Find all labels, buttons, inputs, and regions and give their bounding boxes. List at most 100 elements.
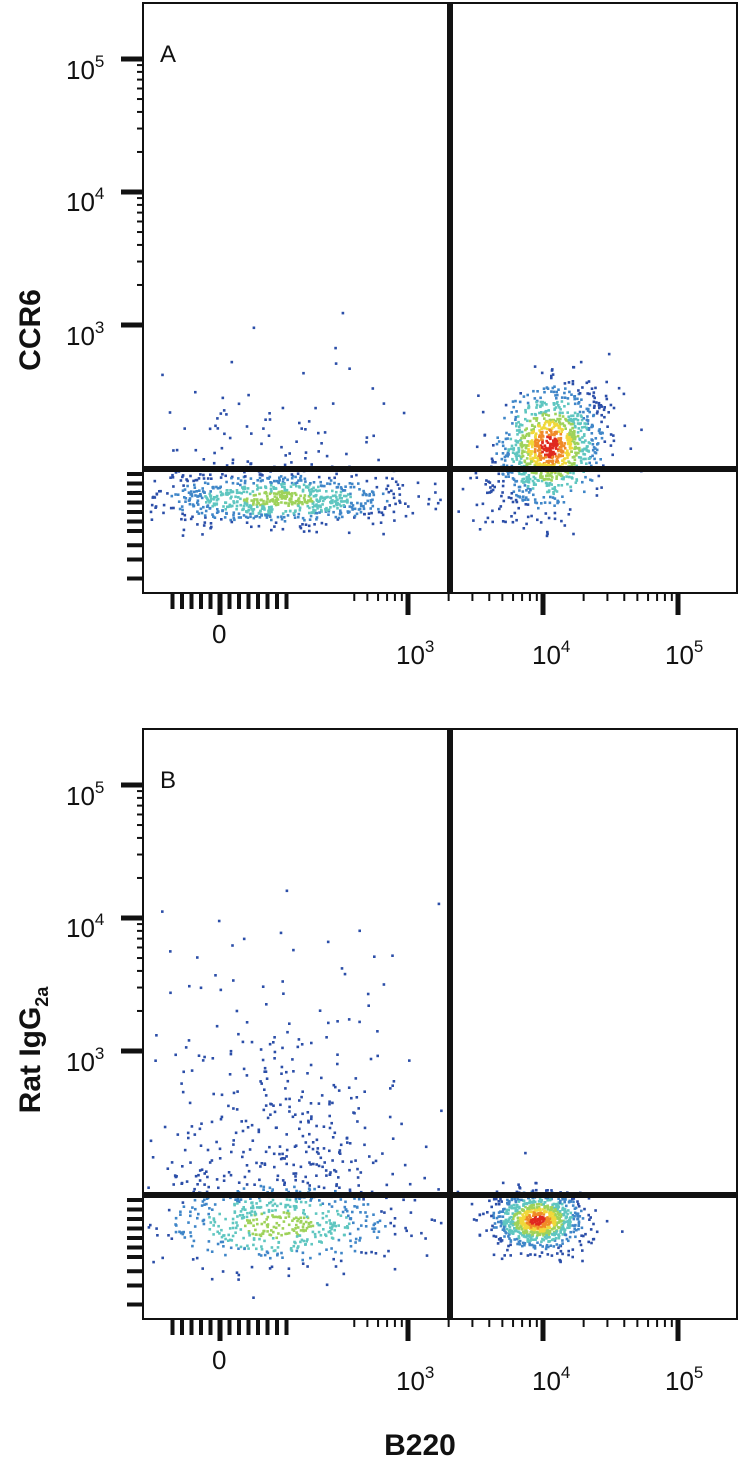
event-dot	[280, 445, 283, 449]
event-dot	[568, 1226, 571, 1229]
event-dot	[555, 422, 558, 426]
event-dot	[224, 1217, 227, 1221]
event-dot	[264, 514, 267, 517]
event-dot	[376, 1054, 379, 1058]
event-dot	[172, 506, 175, 510]
event-dot	[546, 482, 549, 485]
event-dot	[284, 497, 287, 500]
event-dot	[574, 451, 577, 455]
event-dot	[392, 496, 396, 500]
event-dot	[374, 1159, 378, 1163]
event-dot	[265, 1077, 269, 1080]
event-dot	[334, 1190, 337, 1193]
event-dot	[324, 1233, 327, 1236]
event-dot	[199, 493, 202, 496]
event-dot	[189, 1214, 192, 1218]
event-dot	[543, 1225, 547, 1229]
event-dot	[153, 496, 157, 499]
event-dot	[541, 450, 544, 454]
event-dot	[299, 1216, 302, 1220]
event-dot	[315, 518, 318, 521]
event-dot	[301, 1090, 304, 1093]
event-dot	[560, 446, 563, 449]
event-dot	[539, 474, 542, 478]
event-dot	[553, 504, 556, 507]
event-dot	[558, 1244, 562, 1247]
event-dot	[536, 449, 540, 452]
event-dot	[309, 1221, 313, 1224]
event-dot	[542, 1216, 545, 1219]
event-dot	[612, 406, 616, 410]
event-dot	[245, 510, 249, 513]
event-dot	[552, 1245, 556, 1248]
event-dot	[561, 444, 564, 447]
event-dot	[212, 1233, 215, 1236]
event-dot	[570, 476, 574, 479]
event-dot	[558, 427, 562, 430]
event-dot	[518, 400, 522, 404]
event-dot	[536, 1208, 539, 1211]
event-dot	[235, 1108, 239, 1111]
event-dot	[264, 1070, 268, 1073]
event-dot	[281, 1256, 284, 1259]
event-dot	[189, 1234, 193, 1238]
event-dot	[585, 381, 589, 385]
event-dot	[393, 1217, 397, 1220]
event-dot	[517, 1200, 521, 1203]
event-dot	[548, 473, 552, 476]
event-dot	[304, 428, 307, 431]
event-dot	[524, 428, 527, 432]
event-dot	[318, 499, 322, 503]
event-dot	[491, 509, 494, 513]
event-dot	[355, 473, 358, 477]
event-dot	[539, 451, 543, 455]
event-dot	[271, 1214, 274, 1217]
event-dot	[529, 1239, 532, 1242]
event-dot	[503, 1229, 506, 1232]
event-dot	[502, 499, 506, 503]
event-dot	[537, 506, 540, 510]
event-dot	[257, 524, 261, 528]
event-dot	[183, 427, 186, 430]
event-dot	[577, 1202, 580, 1206]
event-dot	[536, 390, 539, 393]
event-dot	[181, 1165, 184, 1168]
event-dot	[558, 411, 562, 414]
event-dot	[311, 1224, 315, 1228]
event-dot	[167, 1208, 171, 1212]
event-dot	[537, 1207, 541, 1210]
event-dot	[358, 1239, 361, 1242]
event-dot	[552, 1220, 556, 1224]
event-dot	[559, 454, 562, 458]
event-dot	[515, 493, 518, 497]
event-dot	[222, 409, 226, 412]
event-dot	[300, 1095, 303, 1099]
event-dot	[338, 494, 341, 497]
event-dot	[490, 1228, 493, 1232]
event-dot	[349, 1239, 352, 1243]
event-dot	[262, 1185, 266, 1189]
event-dot	[194, 1207, 197, 1211]
event-dot	[515, 1237, 519, 1241]
event-dot	[589, 478, 592, 482]
event-dot	[219, 988, 223, 992]
event-dot	[580, 1209, 583, 1213]
event-dot	[507, 1244, 510, 1248]
event-dot	[582, 434, 586, 438]
event-dot	[259, 486, 263, 489]
event-dot	[532, 1221, 535, 1224]
event-dot	[330, 1205, 334, 1208]
event-dot	[281, 495, 285, 498]
event-dot	[550, 376, 553, 380]
event-dot	[519, 392, 522, 395]
event-dot	[541, 426, 544, 429]
event-dot	[546, 460, 550, 463]
event-dot	[362, 504, 365, 508]
event-dot	[585, 462, 588, 465]
event-dot	[290, 1249, 294, 1252]
event-dot	[578, 1240, 582, 1243]
event-dot	[559, 1259, 562, 1263]
event-dot	[402, 411, 406, 415]
event-dot	[287, 1215, 291, 1218]
event-dot	[221, 1240, 225, 1244]
